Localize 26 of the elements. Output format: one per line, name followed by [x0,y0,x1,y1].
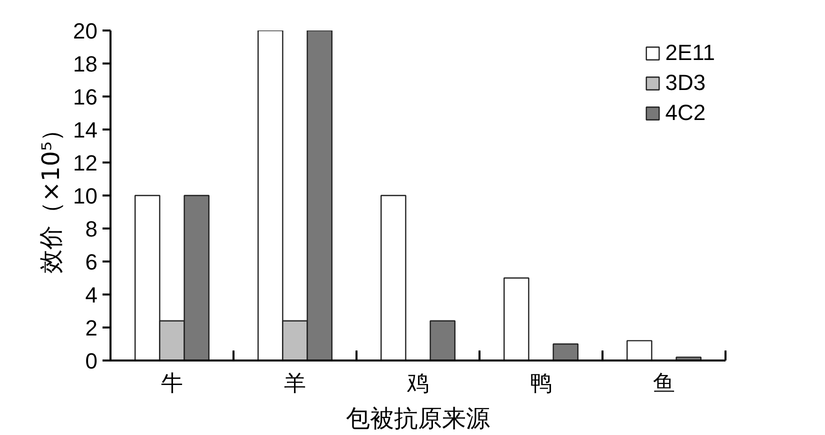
x-tick-label: 羊 [284,372,306,396]
y-tick-label: 4 [85,282,98,308]
y-tick-label: 8 [85,216,98,242]
x-tick-label: 牛 [161,372,183,396]
bar [380,194,406,360]
bar [430,320,456,360]
x-tick-label: 鱼 [653,372,675,396]
legend-label: 2E11 [665,40,715,66]
y-axis-title: 效价（×10⁵） [37,117,66,274]
y-tick-label: 12 [73,150,98,176]
y-tick-label: 6 [85,250,98,274]
y-tick-label: 20 [73,18,98,44]
x-tick-label: 鸡 [406,372,429,396]
y-tick-label: 10 [73,184,98,208]
bar [626,340,652,360]
y-tick-label: 14 [73,118,98,142]
y-tick-label: 2 [85,316,98,340]
legend-label: 4C2 [665,100,706,126]
legend-label: 3D3 [665,70,706,96]
y-tick-label: 0 [85,348,98,374]
y-tick-label: 18 [73,52,98,76]
y-tick-label: 16 [73,84,98,110]
x-axis-title: 包被抗原来源 [346,404,490,432]
bar [504,277,530,360]
x-tick-label: 鸭 [530,372,552,396]
bar [552,343,578,360]
